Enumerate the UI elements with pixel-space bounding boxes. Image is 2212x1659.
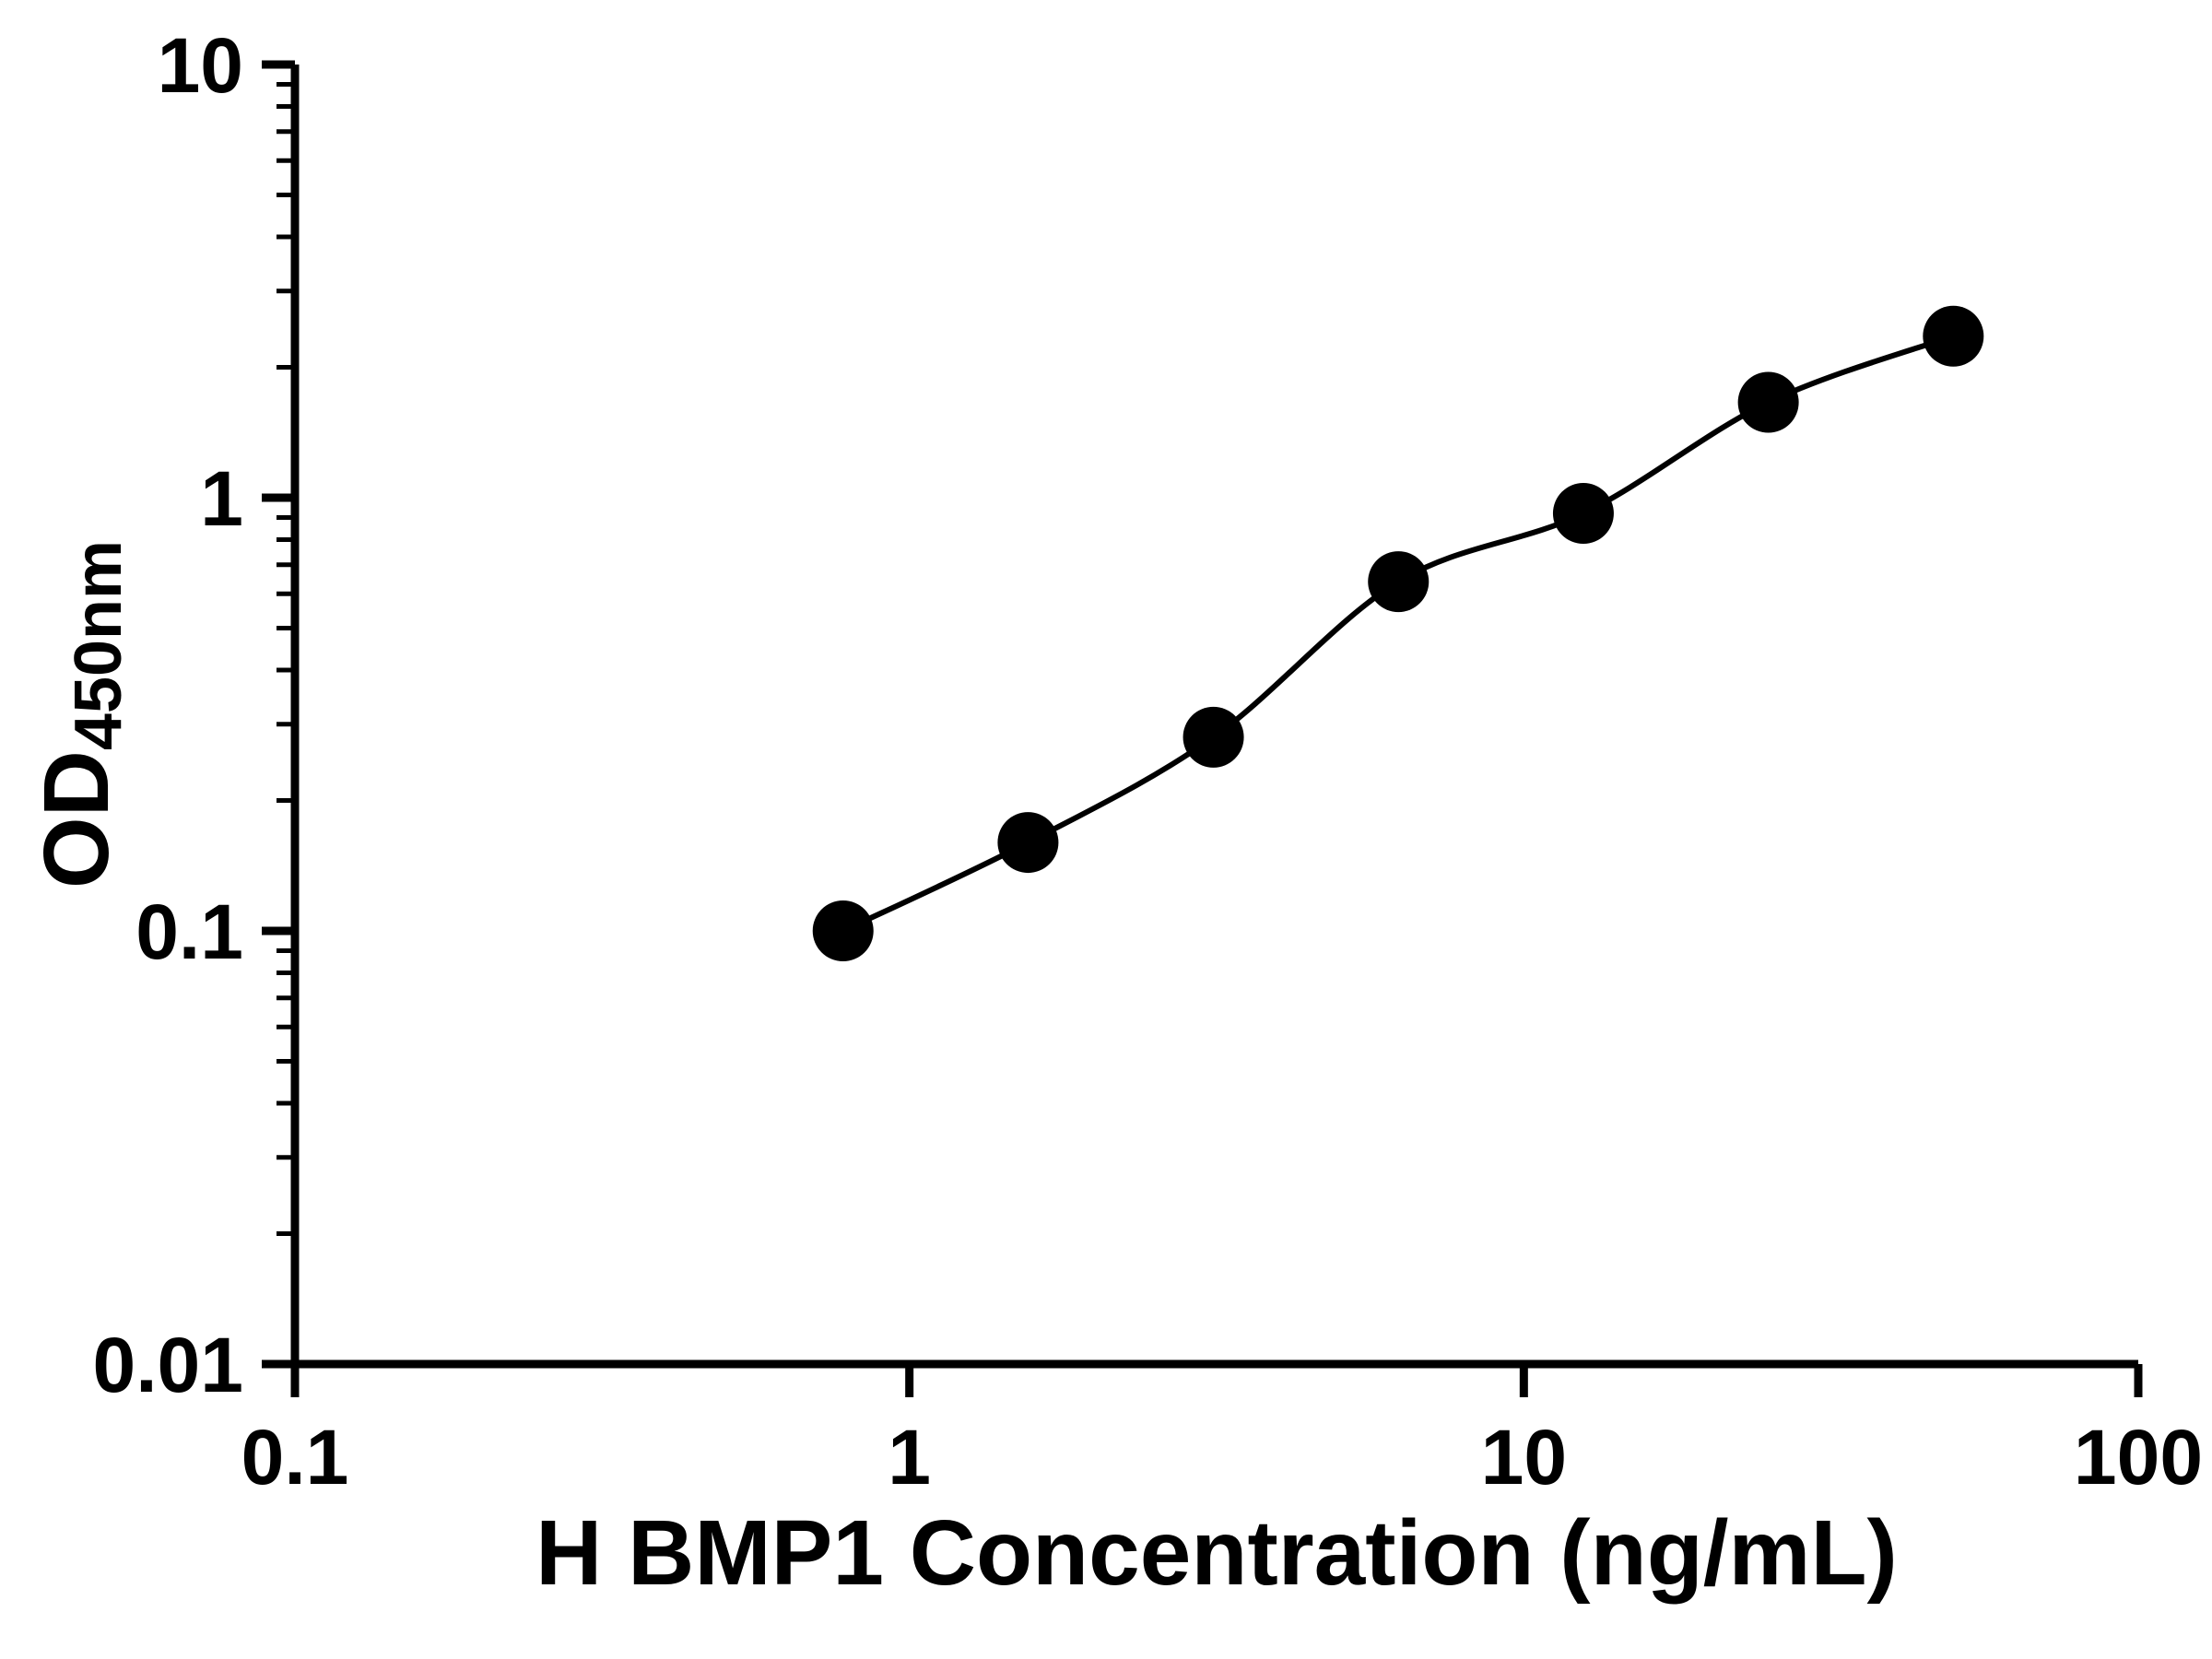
data-point-marker — [1923, 305, 1984, 367]
y-axis-title: OD450nm — [24, 540, 136, 888]
data-point-marker — [1552, 483, 1614, 545]
data-point-marker — [812, 900, 874, 961]
y-tick-label: 0.01 — [93, 1322, 244, 1408]
data-point-marker — [1182, 706, 1244, 768]
y-tick-label: 1 — [200, 455, 243, 542]
data-point-marker — [997, 812, 1059, 874]
y-tick-label: 0.1 — [135, 888, 243, 975]
x-tick-label: 1 — [888, 1414, 931, 1500]
x-axis-title: H BMP1 Concentration (ng/mL) — [295, 1500, 2138, 1606]
x-tick-label: 10 — [1481, 1414, 1567, 1500]
data-point-marker — [1368, 551, 1430, 613]
y-axis-title-main: OD — [25, 750, 128, 889]
x-tick-label: 0.1 — [241, 1414, 349, 1500]
x-axis-title-text: H BMP1 Concentration (ng/mL) — [535, 1501, 1898, 1605]
y-tick-label: 10 — [158, 22, 243, 109]
x-tick-label: 100 — [2074, 1414, 2203, 1500]
data-point-marker — [1737, 371, 1799, 433]
y-axis-title-subscript: 450nm — [62, 539, 135, 751]
